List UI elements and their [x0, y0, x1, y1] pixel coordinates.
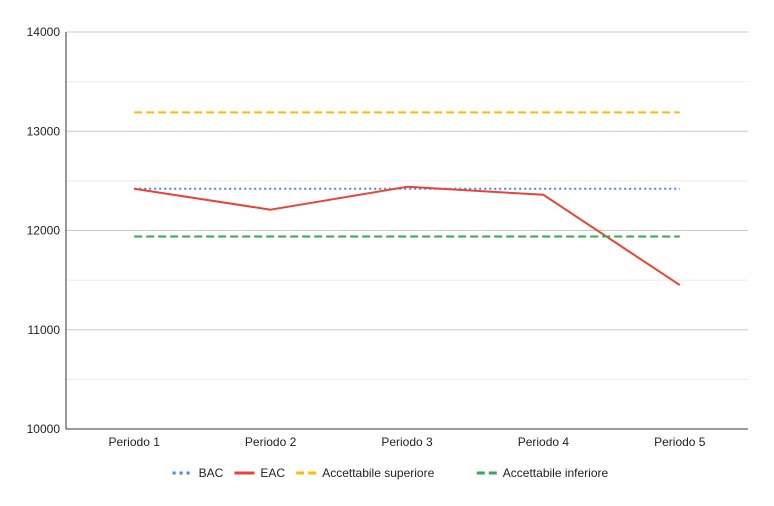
y-tick-labels: 10000 11000 12000 13000 14000: [27, 25, 61, 436]
x-tick-label: Periodo 3: [381, 435, 433, 449]
x-tick-label: Periodo 1: [109, 435, 161, 449]
legend-label: EAC: [260, 466, 285, 480]
x-tick-label: Periodo 2: [245, 435, 297, 449]
y-tick-label: 14000: [27, 25, 61, 39]
gridlines: [66, 31, 748, 380]
legend-label: Accettabile superiore: [322, 466, 434, 480]
legend: BAC EAC Accettabile superiore Accettabile i…: [172, 466, 609, 480]
legend-item: BAC: [172, 466, 224, 480]
axes: [65, 32, 748, 430]
legend-item: EAC: [234, 466, 285, 480]
y-tick-label: 13000: [27, 124, 61, 138]
y-tick-label: 10000: [27, 422, 61, 436]
x-tick-labels: Periodo 1 Periodo 2 Periodo 3 Periodo 4 Peri…: [109, 435, 706, 449]
y-tick-label: 12000: [27, 224, 61, 238]
legend-item: Accettabile inferiore: [476, 466, 609, 480]
legend-item: Accettabile superiore: [296, 466, 435, 480]
legend-label: BAC: [199, 466, 224, 480]
series-lines: [134, 111, 681, 286]
x-tick-label: Periodo 5: [654, 435, 706, 449]
y-tick-label: 11000: [28, 323, 61, 337]
x-tick-label: Periodo 4: [518, 435, 570, 449]
series-line-eac: [134, 185, 681, 286]
legend-label: Accettabile inferiore: [503, 466, 609, 480]
